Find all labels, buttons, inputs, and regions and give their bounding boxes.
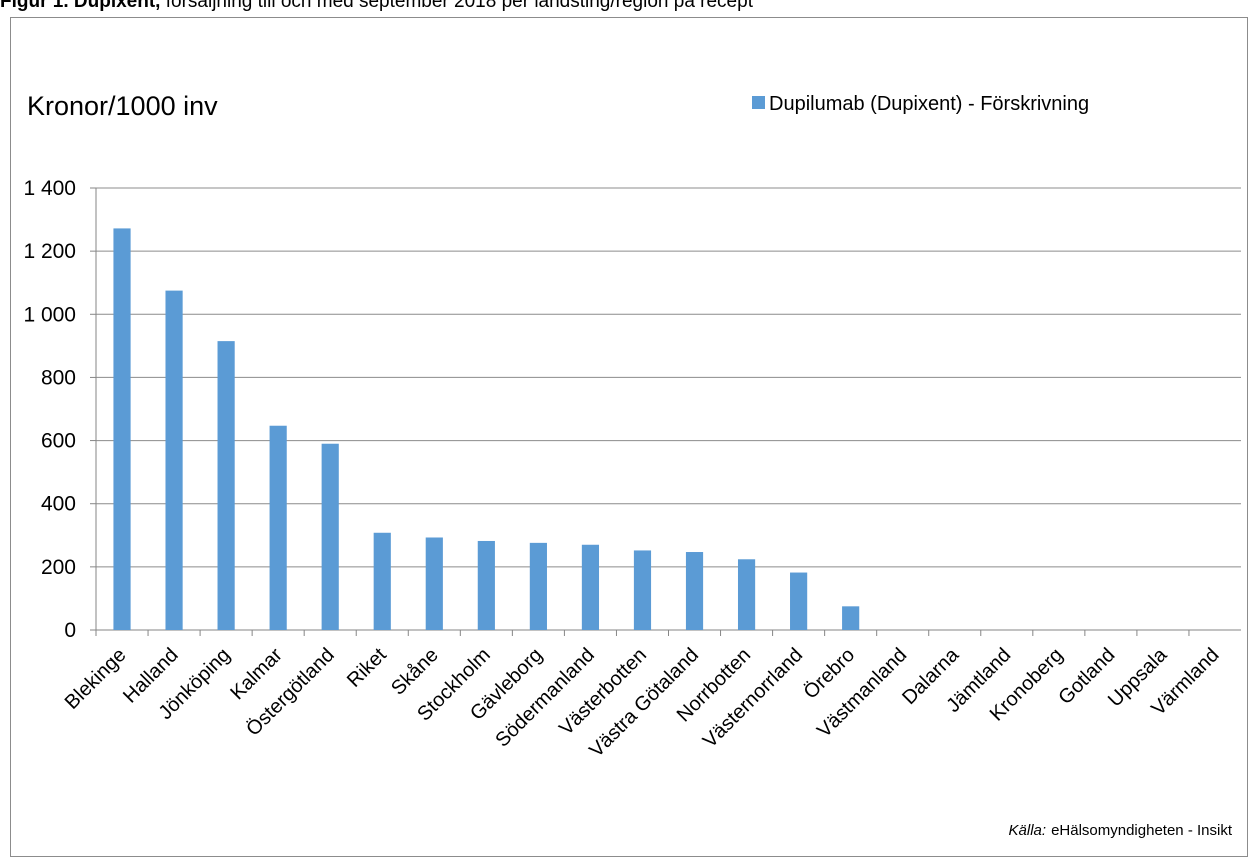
legend: Dupilumab (Dupixent) - Förskrivning xyxy=(752,93,1089,115)
x-tick-label: Blekinge xyxy=(61,644,131,714)
bar xyxy=(685,552,704,630)
y-tick-label: 600 xyxy=(41,430,76,453)
bar xyxy=(165,290,183,630)
x-tick-label: Riket xyxy=(343,644,391,692)
y-tick-label: 0 xyxy=(64,619,76,642)
bar xyxy=(477,540,495,630)
figure-title-label: Figur 1. Dupixent, xyxy=(0,0,161,12)
bar xyxy=(373,532,391,630)
bar xyxy=(321,443,339,630)
bar xyxy=(113,228,131,630)
y-tick-label: 1 400 xyxy=(23,177,76,200)
source-note: Källa: eHälsomyndigheten - Insikt xyxy=(1009,822,1233,839)
bar xyxy=(737,559,756,630)
y-axis-label: Kronor/1000 inv xyxy=(27,91,218,121)
figure-title-text: försäljning till och med september 2018 … xyxy=(165,0,753,12)
bar-chart: Kronor/1000 inv Dupilumab (Dupixent) - F… xyxy=(23,91,1241,839)
y-tick-label: 400 xyxy=(41,493,76,516)
bar xyxy=(581,544,600,630)
source-text: eHälsomyndigheten - Insikt xyxy=(1051,822,1233,839)
bar xyxy=(269,425,287,630)
y-tick-label: 200 xyxy=(41,556,76,579)
bar xyxy=(790,572,808,630)
legend-label: Dupilumab (Dupixent) - Förskrivning xyxy=(769,93,1089,115)
figure-title: Figur 1. Dupixent, försäljning till och … xyxy=(0,0,753,13)
bar xyxy=(842,606,860,630)
bar xyxy=(217,341,235,630)
y-tick-label: 1 200 xyxy=(23,240,76,263)
source-label: Källa: xyxy=(1009,822,1047,839)
y-tick-label: 1 000 xyxy=(23,303,76,326)
bar xyxy=(633,550,652,630)
chart-frame: Kronor/1000 inv Dupilumab (Dupixent) - F… xyxy=(10,17,1248,857)
bar xyxy=(529,542,547,630)
bar xyxy=(425,537,443,630)
legend-swatch xyxy=(752,96,765,109)
y-tick-label: 800 xyxy=(41,366,76,389)
